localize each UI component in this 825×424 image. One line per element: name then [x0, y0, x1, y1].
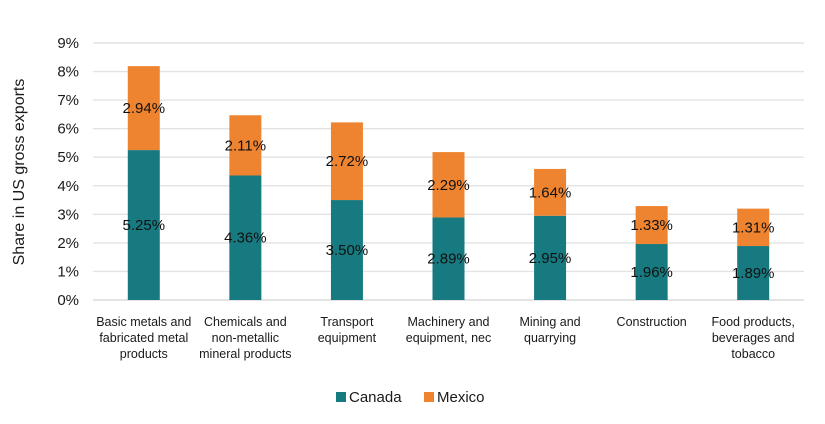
x-category-label-line: non-metallic	[212, 331, 279, 345]
x-axis-categories: Basic metals and fabricated metal products…	[96, 315, 795, 361]
x-category-label-line: mineral products	[199, 347, 291, 361]
y-tick-label: 0%	[57, 292, 79, 309]
x-category-label: Mining and quarrying	[519, 315, 580, 345]
x-category-label: Food products, beverages and tobacco	[712, 315, 795, 361]
data-label: 2.29%	[427, 177, 470, 194]
y-axis-label: Share in US gross exports	[11, 79, 28, 266]
bar-canada	[534, 215, 567, 300]
legend-swatch-canada	[336, 392, 346, 402]
y-tick-label: 9%	[57, 35, 79, 52]
data-label: 2.72%	[326, 153, 369, 170]
x-category-label: Transport equipment	[318, 315, 377, 345]
x-category-label-line: fabricated metal	[99, 331, 188, 345]
x-category-label: Construction	[617, 315, 687, 329]
y-tick-label: 5%	[57, 149, 79, 166]
x-category-label-line: Chemicals and	[204, 315, 287, 329]
bars	[127, 66, 770, 300]
data-labels: 5.25% 2.94% 4.36% 2.11% 3.50% 2.72% 2.89% 2.29%…	[123, 100, 775, 282]
x-category-label-line: Transport	[320, 315, 374, 329]
bar-mexico	[229, 115, 262, 176]
legend-label-mexico: Mexico	[437, 389, 485, 406]
data-label: 2.89%	[427, 251, 470, 268]
bar-mexico	[737, 208, 770, 247]
data-label: 1.96%	[630, 264, 673, 281]
x-category-label-line: tobacco	[731, 347, 775, 361]
data-label: 2.11%	[225, 137, 266, 154]
data-label: 2.95%	[529, 250, 572, 267]
bar-canada	[737, 246, 770, 300]
data-label: 3.50%	[326, 242, 369, 259]
data-label: 1.89%	[732, 265, 775, 282]
x-category-label-line: equipment	[318, 331, 377, 345]
data-label: 1.33%	[630, 217, 673, 234]
x-category-label-line: Basic metals and	[96, 315, 191, 329]
legend-label-canada: Canada	[349, 389, 402, 406]
data-label: 1.64%	[529, 184, 572, 201]
x-category-label-line: beverages and	[712, 331, 795, 345]
x-category-label-line: Mining and	[519, 315, 580, 329]
bar-canada	[127, 150, 160, 300]
legend-swatch-mexico	[424, 392, 434, 402]
data-label: 2.94%	[123, 100, 166, 117]
y-tick-label: 7%	[57, 92, 79, 109]
bar-mexico	[432, 152, 465, 218]
bar-mexico	[127, 66, 160, 151]
x-category-label: Basic metals and fabricated metal products	[96, 315, 191, 361]
bar-mexico	[534, 168, 567, 216]
bar-mexico	[330, 122, 363, 201]
x-category-label-line: Food products,	[712, 315, 795, 329]
data-label: 1.31%	[732, 219, 775, 236]
y-tick-label: 6%	[57, 121, 79, 138]
y-tick-label: 1%	[57, 263, 79, 280]
data-label: 4.36%	[224, 230, 267, 247]
y-axis-ticks: 0% 1% 2% 3% 4% 5% 6% 7% 8% 9%	[57, 35, 79, 309]
bar-canada	[432, 217, 465, 300]
y-tick-label: 3%	[57, 206, 79, 223]
x-category-label: Machinery and equipment, nec	[406, 315, 491, 345]
x-category-label-line: equipment, nec	[406, 331, 491, 345]
bar-canada	[229, 175, 262, 300]
x-category-label: Chemicals and non-metallic mineral product…	[199, 315, 291, 361]
y-tick-label: 4%	[57, 178, 79, 195]
bar-canada	[330, 200, 363, 300]
x-category-label-line: quarrying	[524, 331, 576, 345]
bar-canada	[635, 244, 668, 300]
y-tick-label: 8%	[57, 64, 79, 81]
x-category-label-line: Machinery and	[408, 315, 490, 329]
x-category-label-line: products	[120, 347, 168, 361]
x-category-label-line: Construction	[617, 315, 687, 329]
bar-mexico	[635, 206, 668, 245]
legend: Canada Mexico	[336, 389, 485, 406]
y-tick-label: 2%	[57, 235, 79, 252]
data-label: 5.25%	[123, 217, 166, 234]
